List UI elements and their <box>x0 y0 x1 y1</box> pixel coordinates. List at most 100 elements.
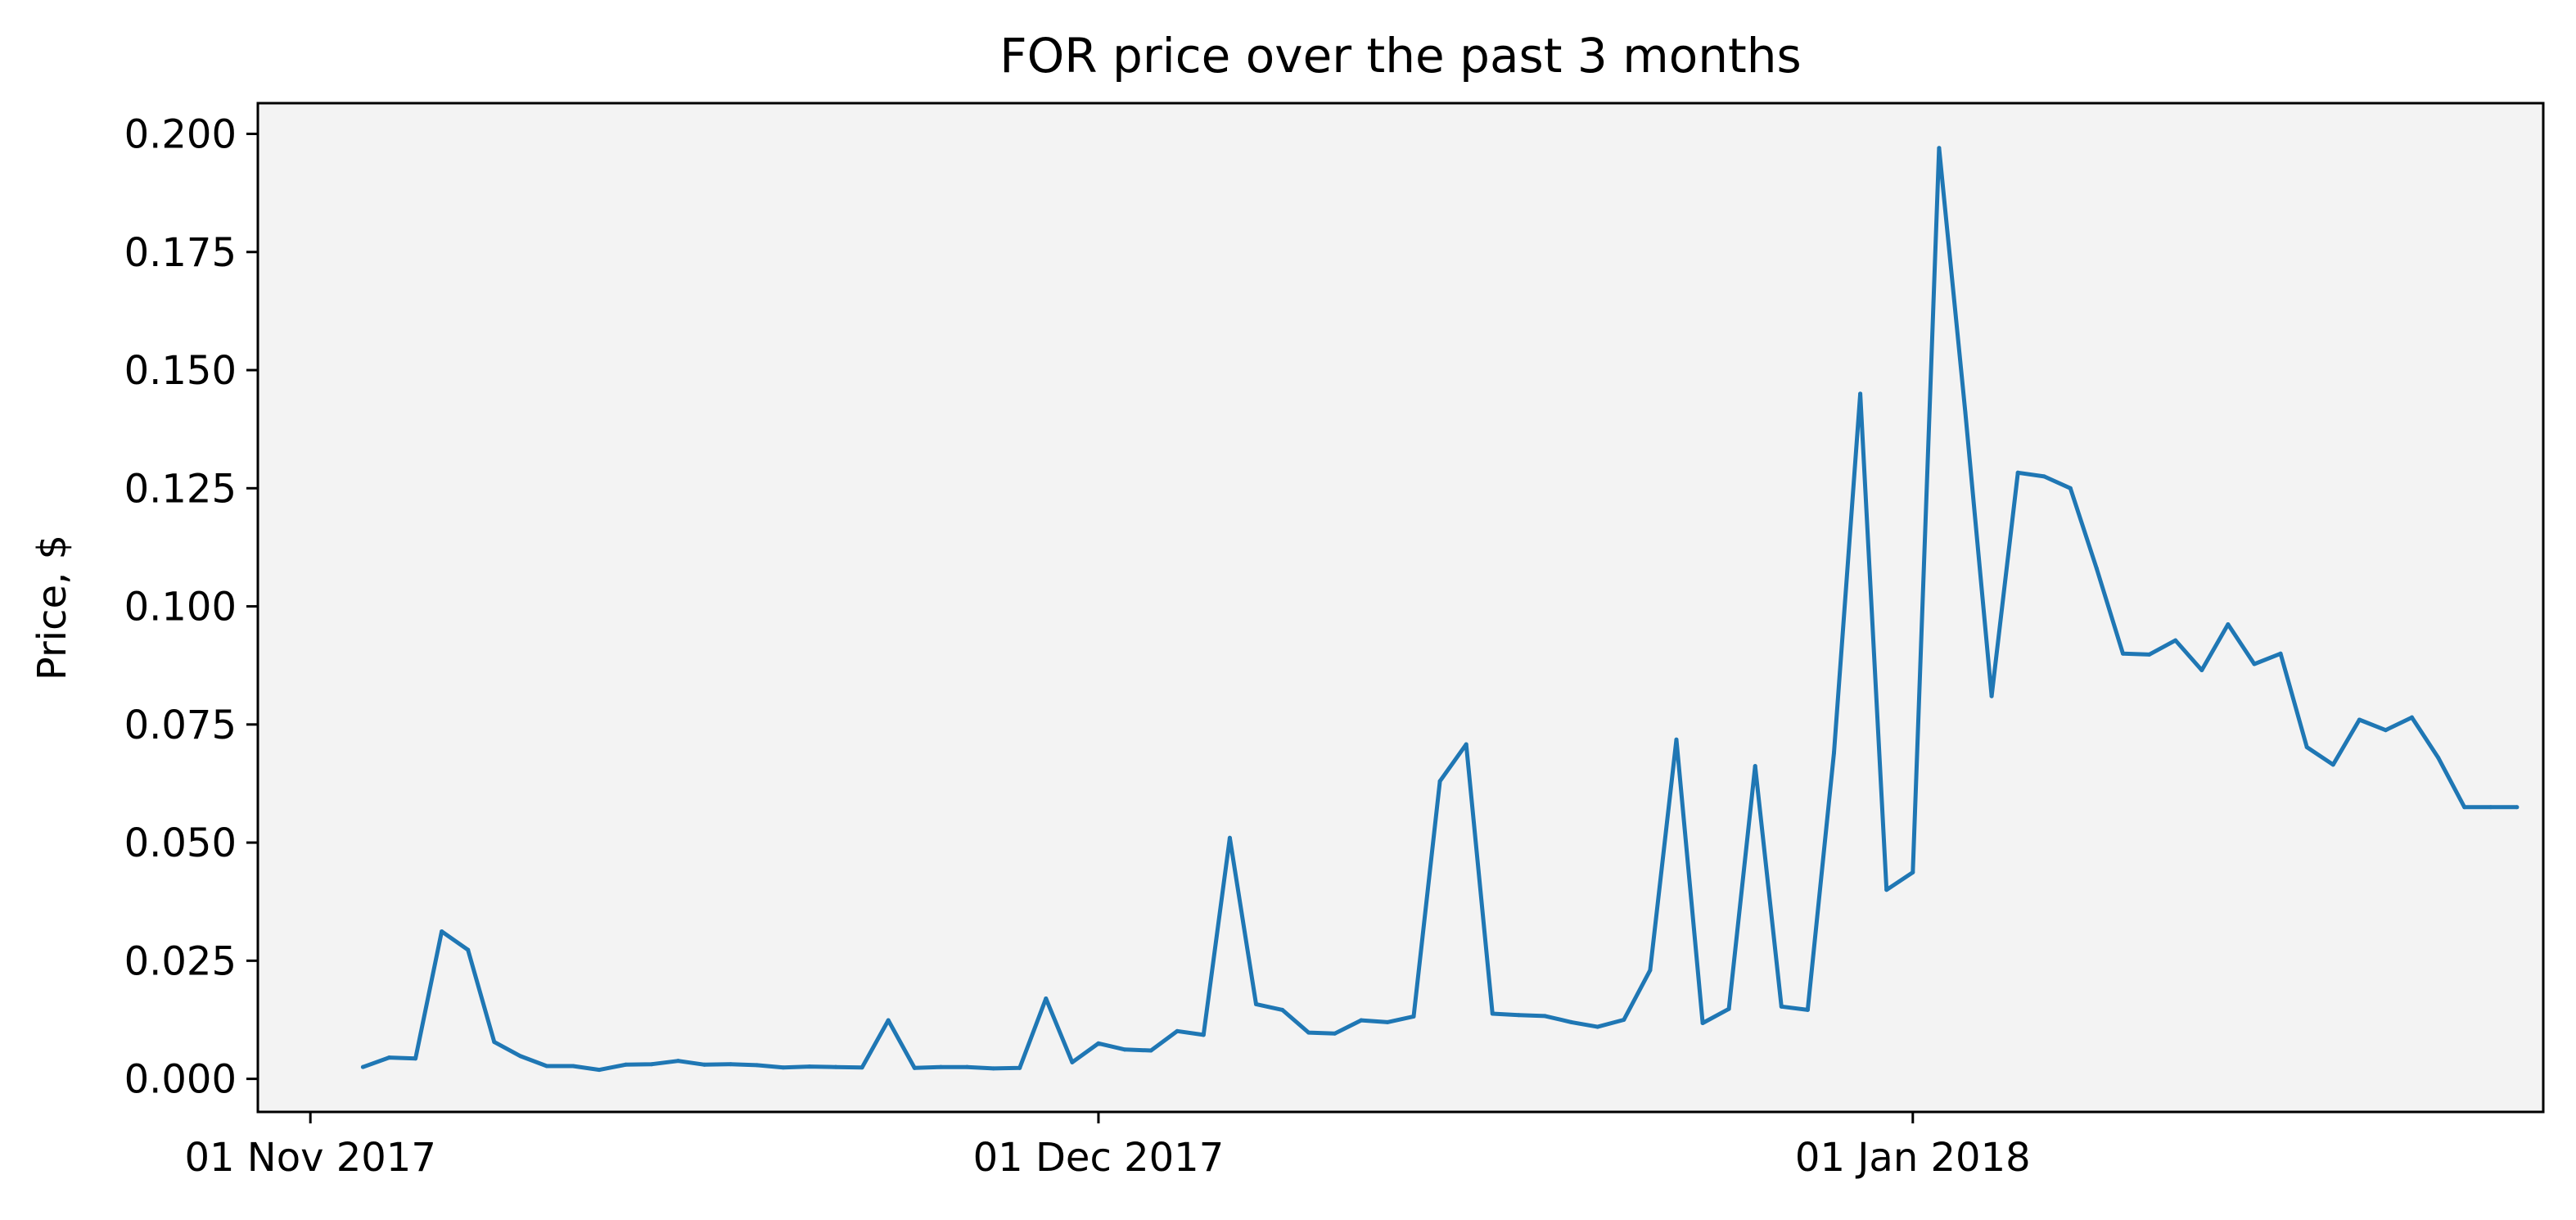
y-tick-label: 0.075 <box>124 703 237 748</box>
data-point <box>623 1062 628 1067</box>
data-point <box>1858 391 1863 396</box>
y-axis-label: Price, $ <box>29 535 75 680</box>
data-point <box>571 1064 575 1069</box>
x-tick-label: 01 Jan 2018 <box>1795 1135 2031 1181</box>
data-point <box>2173 638 2178 643</box>
data-point <box>1096 1041 1101 1046</box>
x-tick-label: 01 Nov 2017 <box>184 1135 435 1181</box>
data-point <box>964 1064 969 1069</box>
data-point <box>2357 717 2362 722</box>
data-point <box>1148 1048 1153 1053</box>
data-point <box>440 929 444 934</box>
data-point <box>360 1064 365 1069</box>
data-point <box>1201 1032 1206 1037</box>
y-tick-label: 0.025 <box>124 938 237 984</box>
chart-title: FOR price over the past 3 months <box>999 28 1802 84</box>
data-point <box>2199 667 2204 672</box>
data-point <box>2488 805 2493 810</box>
data-point <box>2121 651 2126 656</box>
data-point <box>1253 1001 1258 1006</box>
data-point <box>859 1065 864 1070</box>
data-point <box>518 1054 523 1059</box>
data-point <box>2147 652 2152 657</box>
y-tick-label: 0.125 <box>124 466 237 512</box>
data-point <box>1622 1017 1626 1022</box>
data-point <box>2226 621 2231 626</box>
data-point <box>1411 1014 1416 1019</box>
data-point <box>1385 1019 1390 1024</box>
data-point <box>1753 764 1757 769</box>
data-point <box>2462 805 2467 810</box>
y-tick-label: 0.200 <box>124 112 237 158</box>
data-point <box>1937 146 1942 151</box>
data-point <box>492 1040 497 1045</box>
data-point <box>729 1062 733 1067</box>
data-point <box>675 1059 680 1064</box>
data-point <box>2068 486 2073 490</box>
data-point <box>1805 1007 1810 1012</box>
data-point <box>1227 835 1232 840</box>
data-point <box>781 1065 786 1070</box>
data-point <box>1884 888 1889 892</box>
plot-frame <box>256 102 2545 1114</box>
data-point <box>597 1068 602 1073</box>
data-point <box>1175 1028 1180 1033</box>
data-point <box>1516 1013 1521 1018</box>
y-tick-label: 0.050 <box>124 820 237 866</box>
data-point <box>1122 1047 1127 1052</box>
data-point <box>702 1062 707 1067</box>
data-point <box>1911 870 1915 874</box>
data-point <box>1989 694 1994 698</box>
data-point <box>649 1062 654 1067</box>
data-point <box>1726 1006 1731 1011</box>
data-point <box>1832 750 1837 755</box>
data-point <box>2094 566 2099 571</box>
data-point <box>413 1056 418 1061</box>
data-point <box>938 1064 943 1069</box>
data-point <box>755 1063 760 1068</box>
y-tick-label: 0.150 <box>124 348 237 394</box>
data-point <box>2330 762 2335 767</box>
data-point <box>1490 1011 1495 1016</box>
data-point <box>1070 1060 1075 1064</box>
data-point <box>2252 662 2257 666</box>
data-point <box>912 1065 917 1070</box>
data-point <box>1280 1007 1285 1012</box>
x-tick-label: 01 Dec 2017 <box>973 1135 1225 1181</box>
data-point <box>2410 715 2415 720</box>
data-point <box>1333 1031 1338 1036</box>
data-point <box>991 1066 996 1071</box>
y-tick-label: 0.175 <box>124 230 237 276</box>
data-point <box>2015 470 2020 475</box>
data-point <box>1963 410 1968 415</box>
y-tick-label: 0.000 <box>124 1057 237 1103</box>
data-point <box>386 1055 391 1060</box>
data-point <box>2304 745 2309 750</box>
data-point <box>1543 1014 1548 1019</box>
data-point <box>1044 996 1049 1001</box>
data-point <box>466 947 471 952</box>
data-point <box>1464 742 1468 747</box>
data-point <box>2278 651 2283 656</box>
data-point <box>2383 728 2388 733</box>
y-tick-label: 0.100 <box>124 585 237 630</box>
data-point <box>886 1018 891 1023</box>
data-point <box>1437 779 1442 784</box>
data-point <box>2515 805 2520 810</box>
data-point <box>1306 1030 1311 1035</box>
data-point <box>1569 1019 1574 1024</box>
data-points <box>360 146 2520 1073</box>
data-point <box>1648 968 1653 973</box>
data-point <box>544 1064 549 1069</box>
data-point <box>833 1064 838 1069</box>
data-point <box>1017 1065 1022 1070</box>
data-point <box>2436 755 2441 760</box>
data-point <box>1779 1004 1784 1009</box>
x-axis-ticks: 01 Nov 2017 01 Dec 2017 01 Jan 2018 <box>184 1112 2031 1181</box>
data-point <box>1700 1021 1705 1026</box>
data-point <box>2041 474 2046 479</box>
y-axis-ticks: 0.000 0.025 0.050 0.075 0.100 0.125 0.150 0.175… <box>124 112 258 1103</box>
data-point <box>1595 1024 1600 1029</box>
data-point <box>1359 1018 1364 1023</box>
